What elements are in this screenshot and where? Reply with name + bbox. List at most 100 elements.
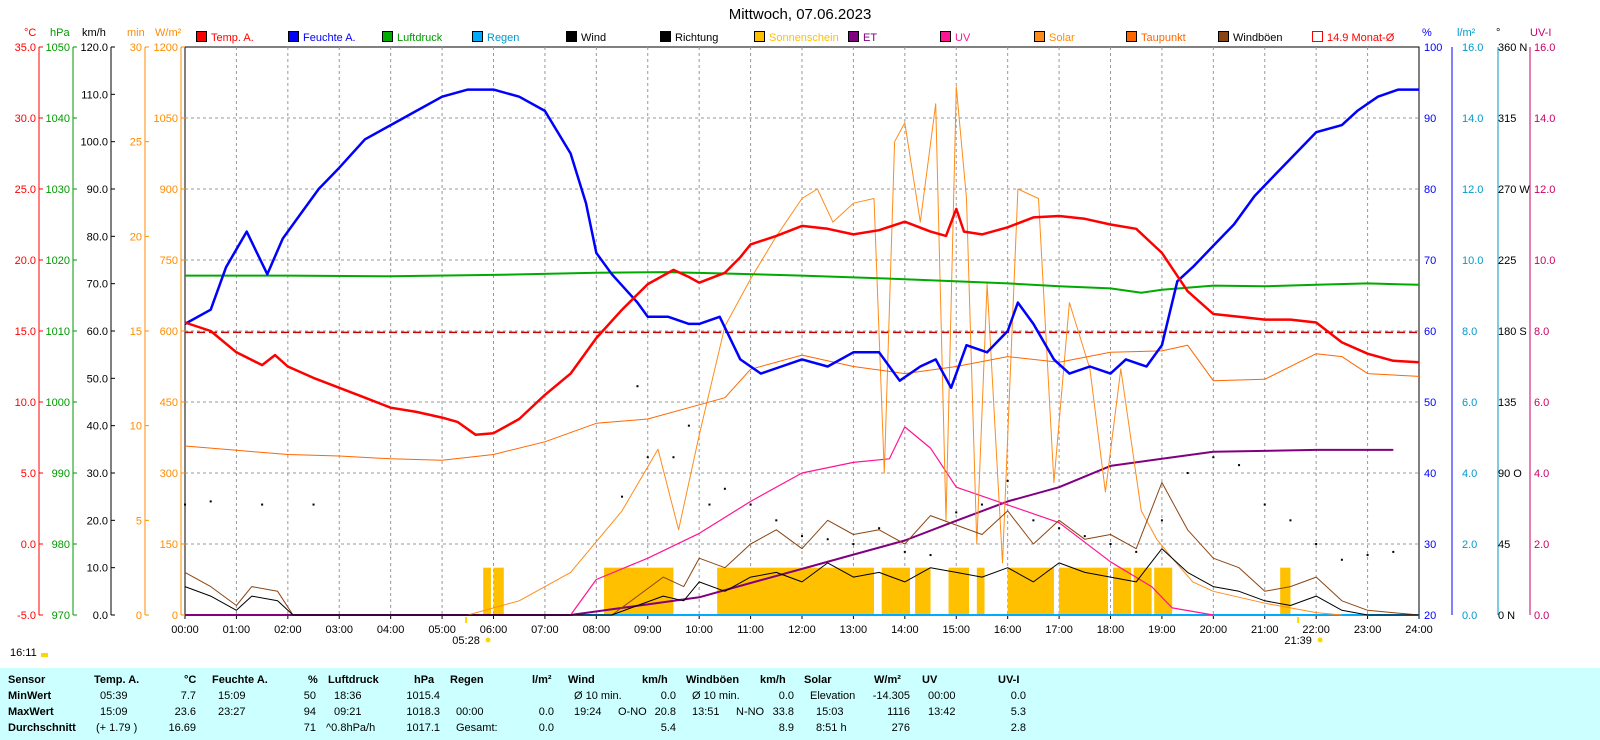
legend-item: Wind <box>566 31 606 44</box>
solar_wm2-tick-label: 450 <box>160 397 178 409</box>
direction-point <box>184 503 186 506</box>
pressure_hpa-tick-label: 1010 <box>46 326 70 338</box>
legend-label: Luftdruck <box>397 32 443 44</box>
pressure_hpa-tick-label: 1030 <box>46 184 70 196</box>
max-temp-time: 15:09 <box>100 706 128 718</box>
direction-point <box>1135 550 1138 553</box>
direction_deg-tick-label: 135 <box>1498 397 1516 409</box>
direction-point <box>1238 464 1241 467</box>
sun_min-tick-label: 25 <box>130 137 142 149</box>
direction-point <box>826 538 829 541</box>
min-solar-label: Elevation <box>810 690 856 702</box>
legend-item: Feuchte A. <box>288 31 356 44</box>
x-tick-label: 10:00 <box>685 624 713 636</box>
min-hum-time: 15:09 <box>218 690 246 702</box>
x-tick-label: 20:00 <box>1200 624 1228 636</box>
direction-point <box>1058 527 1061 530</box>
direction-point <box>1340 558 1343 561</box>
legend-swatch <box>1126 31 1137 42</box>
x-tick-label: 01:00 <box>223 624 251 636</box>
solar_wm2-tick-label: 600 <box>160 326 178 338</box>
max-solar-time: 15:03 <box>816 706 844 718</box>
direction_deg-tick-label: 315 <box>1498 113 1516 125</box>
legend-item: Regen <box>472 31 519 44</box>
legend-item: Richtung <box>660 31 718 44</box>
direction-point <box>1006 479 1009 482</box>
direction_deg-tick-label: 360 N <box>1498 42 1527 54</box>
legend-item: Temp. A. <box>196 31 254 44</box>
axis-unit-header: % <box>1422 27 1432 39</box>
temp_c-tick-label: 5.0 <box>21 468 36 480</box>
temp_c-tick-label: 10.0 <box>15 397 36 409</box>
sun_min-tick-label: 10 <box>130 421 142 433</box>
x-tick-label: 23:00 <box>1354 624 1382 636</box>
sunshine-bar <box>1113 567 1132 615</box>
direction_deg-tick-label: 45 <box>1498 539 1510 551</box>
solar_wm2-tick-label: 750 <box>160 255 178 267</box>
min-gust-value: 0.0 <box>778 690 794 702</box>
avg-press-trend: ^0.8hPa/h <box>326 722 376 734</box>
series-line-luftdruck <box>185 271 1420 294</box>
avg-rain-label: Gesamt: <box>456 722 498 734</box>
axis-unit-header: km/h <box>82 27 106 39</box>
max-gust-direction: N-NO <box>736 706 765 718</box>
sunshine-bar <box>1280 567 1291 615</box>
solar_wm2-tick-label: 150 <box>160 539 178 551</box>
legend-label: Temp. A. <box>211 32 254 44</box>
max-temp-value: 23.6 <box>174 706 196 718</box>
min-solar-value: -14.305 <box>872 690 910 702</box>
temp_c-tick-label: -5.0 <box>17 610 36 622</box>
wind_kmh-tick-label: 50.0 <box>87 373 108 385</box>
direction-point <box>801 535 803 538</box>
humidity_pct-tick-label: 80 <box>1424 184 1436 196</box>
rain_lm2-tick-label: 10.0 <box>1462 255 1483 267</box>
stats-table: Sensor Temp. A. °C Feuchte A. % Luftdruc… <box>0 668 1600 740</box>
series-line-et <box>185 448 1394 616</box>
wind_kmh-tick-label: 60.0 <box>87 326 108 338</box>
x-tick-label: 08:00 <box>583 624 611 636</box>
x-tick-label: 13:00 <box>840 624 868 636</box>
pressure_hpa-tick-label: 1040 <box>46 113 70 125</box>
series-line-feuchte-a- <box>184 88 1419 390</box>
wind_kmh-tick-label: 40.0 <box>87 421 108 433</box>
legend-label: UV <box>955 32 971 44</box>
legend-swatch <box>1034 31 1045 42</box>
min-temp-value: 7.7 <box>180 690 196 702</box>
x-tick-label: 16:00 <box>994 624 1022 636</box>
timestamp-label: 16:11 <box>10 647 37 659</box>
sunshine-bar <box>976 567 985 615</box>
series-line-solar <box>467 86 1342 616</box>
temp_c-tick-label: 30.0 <box>15 113 36 125</box>
avg-press-value: 1017.1 <box>406 722 440 734</box>
x-tick-label: 05:00 <box>428 624 456 636</box>
sunset-sun-icon <box>1317 637 1323 643</box>
direction-point <box>312 503 315 506</box>
direction-point <box>929 554 932 557</box>
legend-item: UV <box>940 31 970 44</box>
temp_c-tick-label: 35.0 <box>15 42 36 54</box>
solar_wm2-tick-label: 900 <box>160 184 178 196</box>
rain_lm2-tick-label: 8.0 <box>1462 326 1477 338</box>
max-hum-value: 94 <box>303 706 316 718</box>
solar_wm2-tick-label: 300 <box>160 468 178 480</box>
min-temp-time: 05:39 <box>100 690 128 702</box>
x-tick-label: 19:00 <box>1148 624 1176 636</box>
legend-item: Windböen <box>1218 31 1283 44</box>
rain_lm2-tick-label: 12.0 <box>1462 184 1483 196</box>
direction-point <box>1315 543 1318 545</box>
x-tick-label: 02:00 <box>274 624 302 636</box>
max-press-time: 09:21 <box>334 706 362 718</box>
legend-label: Taupunkt <box>1141 32 1186 44</box>
humidity_pct-tick-label: 90 <box>1424 113 1436 125</box>
sunshine-bar <box>1007 567 1054 615</box>
sunshine-bar <box>493 567 504 615</box>
avg-sun-hours: 8:51 h <box>816 722 847 734</box>
legend-item: Solar <box>1034 31 1075 44</box>
wind_kmh-tick-label: 70.0 <box>87 279 108 291</box>
max-hum-time: 23:27 <box>218 706 246 718</box>
uv_index-tick-label: 2.0 <box>1534 539 1549 551</box>
avg-wind-value: 5.4 <box>660 722 676 734</box>
direction-point <box>621 495 624 498</box>
x-tick-label: 00:00 <box>171 624 199 636</box>
